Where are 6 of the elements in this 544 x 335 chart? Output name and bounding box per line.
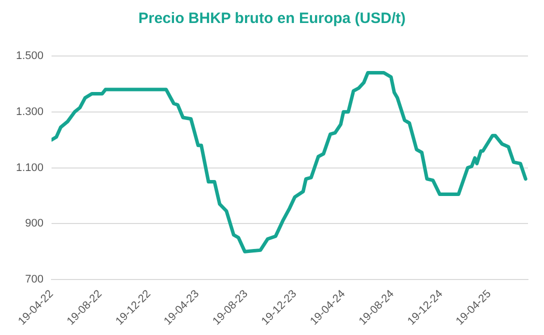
- y-tick-label: 1.100: [16, 162, 44, 174]
- y-tick-label: 1.500: [16, 50, 44, 62]
- y-tick-label: 1.300: [16, 106, 44, 118]
- y-tick-label: 700: [25, 274, 44, 286]
- chart-title: Precio BHKP bruto en Europa (USD/t): [137, 10, 407, 27]
- y-tick-label: 900: [25, 218, 44, 230]
